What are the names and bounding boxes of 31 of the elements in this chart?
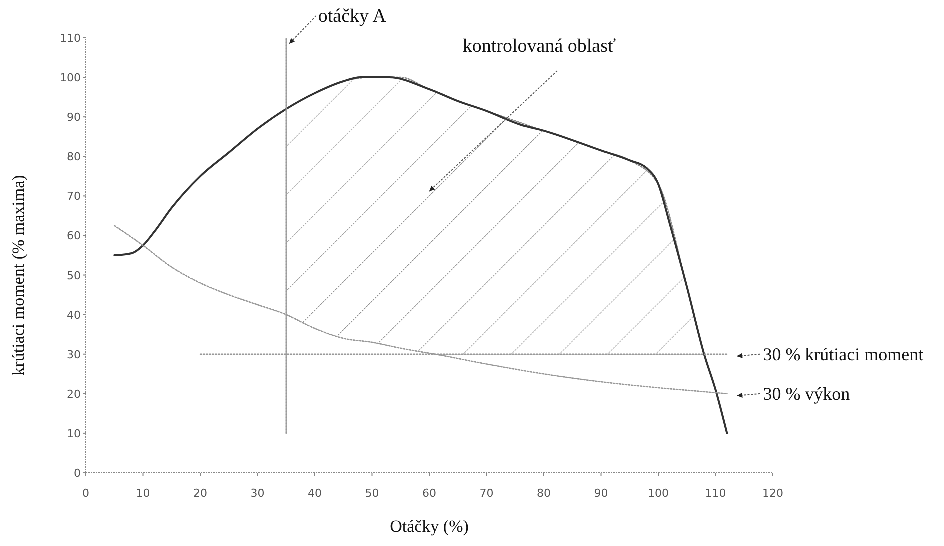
x-tick-label: 30 xyxy=(250,487,265,500)
text: kontrolovaná oblasť xyxy=(462,36,616,57)
x-tick-label: 60 xyxy=(422,487,436,500)
x-tick-label: 70 xyxy=(480,487,494,500)
x-tick-label: 110 xyxy=(705,487,726,500)
y-tick-label: 0 xyxy=(74,467,81,480)
y-tick-label: 110 xyxy=(60,32,81,45)
x-tick-label: 40 xyxy=(308,487,322,500)
y-tick-label: 50 xyxy=(67,269,81,282)
x-tick-label: 120 xyxy=(762,487,784,500)
x-tick-label: 50 xyxy=(365,487,380,500)
y-tick-label: 10 xyxy=(67,427,81,440)
x-tick-label: 80 xyxy=(537,487,551,500)
y-tick-label: 40 xyxy=(67,308,81,322)
x-tick-label: 20 xyxy=(194,487,208,500)
y-axis-title: krútiaci moment (% maxima) xyxy=(9,175,28,376)
x-tick-label: 100 xyxy=(648,487,669,500)
y-tick-label: 90 xyxy=(67,111,81,124)
y-tick-label: 80 xyxy=(67,150,81,164)
x-tick-label: 0 xyxy=(82,487,90,500)
series-label: 30 % výkon xyxy=(763,384,850,404)
x-tick-label: 10 xyxy=(136,487,150,500)
y-tick-label: 70 xyxy=(67,190,81,204)
series-label: otáčky A xyxy=(318,6,387,27)
x-tick-label: 90 xyxy=(594,487,608,500)
x-axis-title: Otáčky (%) xyxy=(390,517,469,536)
y-tick-label: 100 xyxy=(60,72,81,85)
y-tick-label: 20 xyxy=(67,388,81,401)
series-label: 30 % krútiaci moment xyxy=(763,344,924,364)
y-tick-label: 60 xyxy=(67,230,81,243)
y-tick-label: 30 xyxy=(67,348,81,362)
